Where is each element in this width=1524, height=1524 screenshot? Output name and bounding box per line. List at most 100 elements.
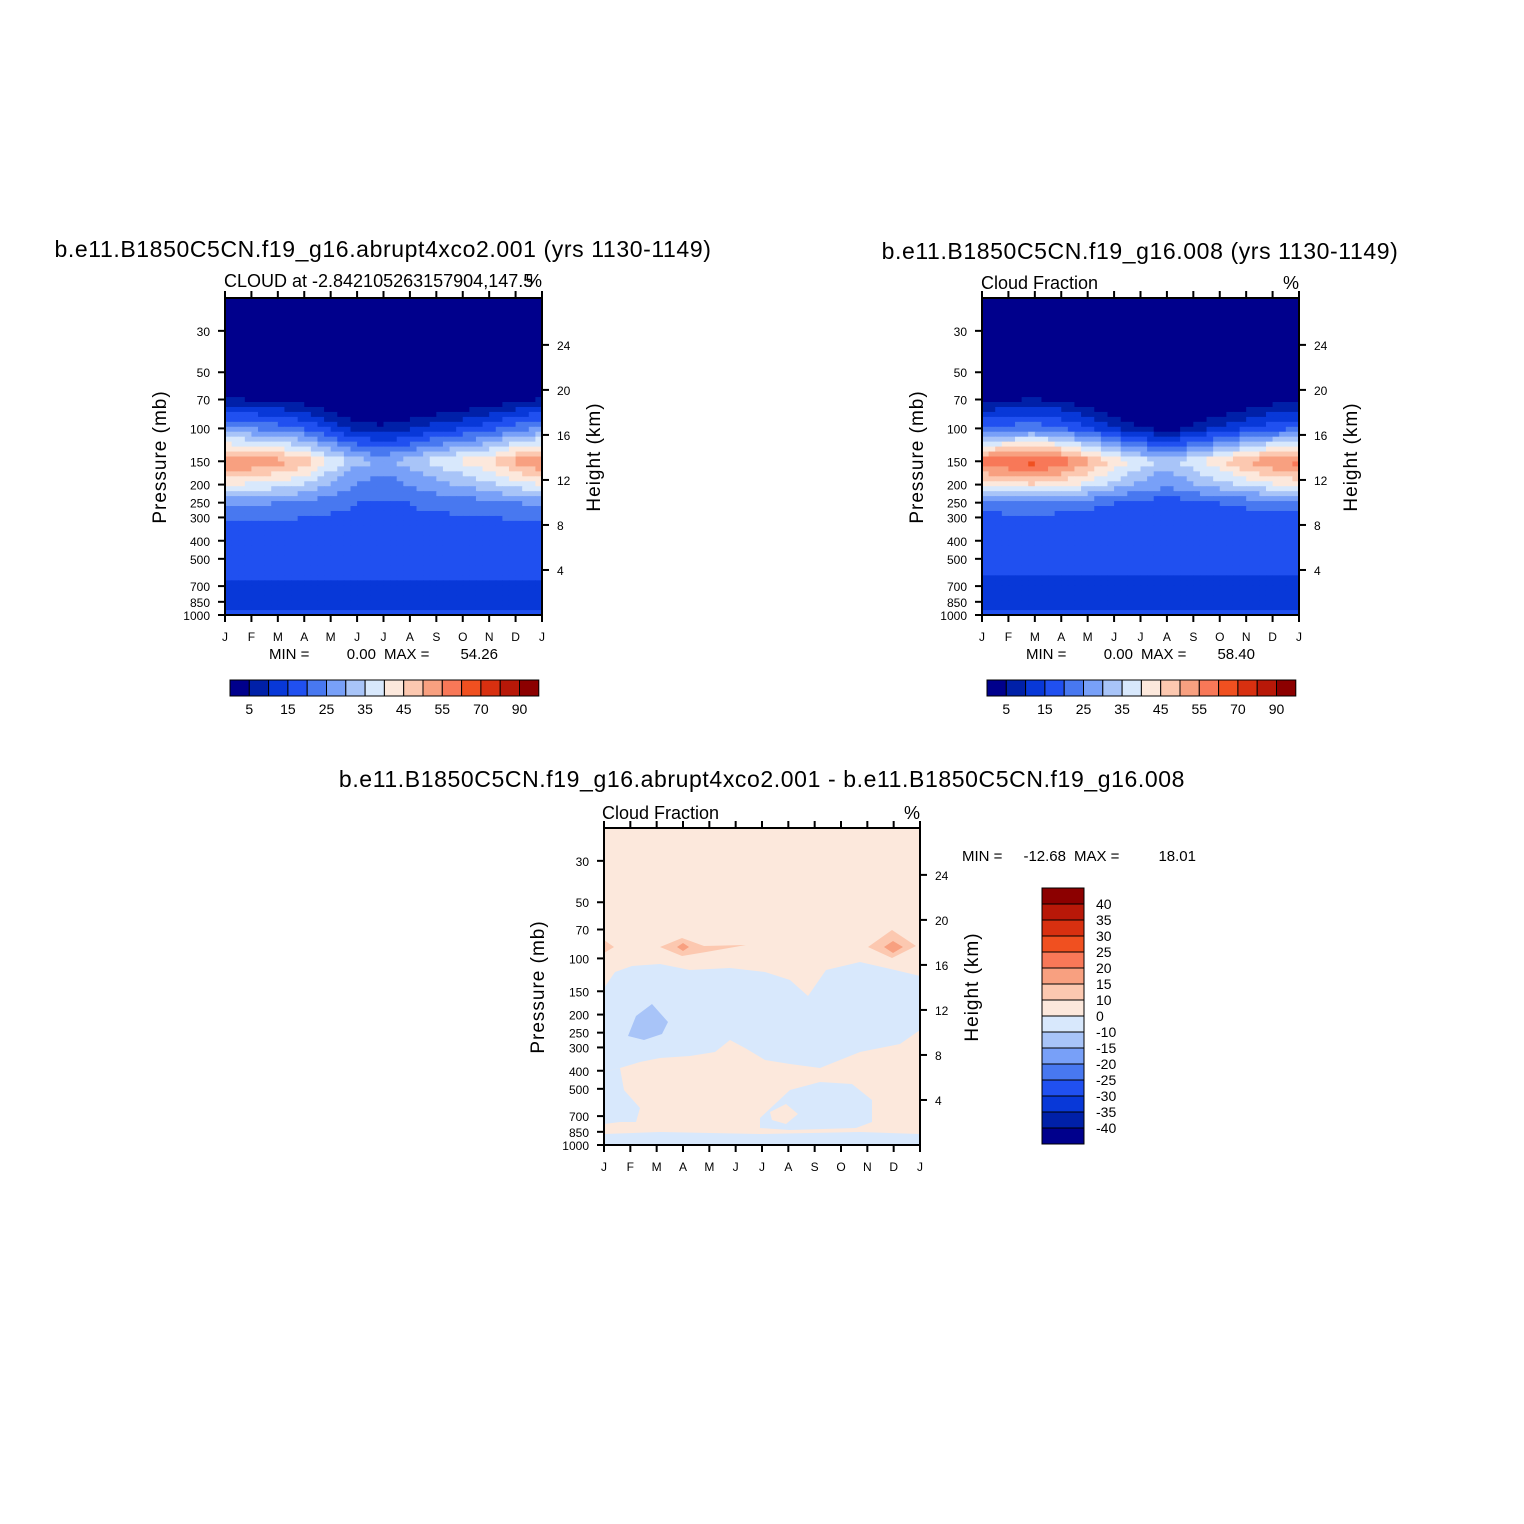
contour-cell — [1021, 436, 1029, 443]
contour-cell — [1173, 307, 1181, 314]
contour-cell — [416, 570, 424, 576]
contour-cell — [489, 436, 497, 443]
contour-cell — [251, 382, 259, 388]
contour-cell — [462, 327, 470, 334]
contour-cell — [1094, 441, 1102, 448]
contour-cell — [535, 496, 543, 502]
contour-cell — [988, 426, 996, 433]
contour-cell — [231, 367, 239, 373]
contour-cell — [1259, 332, 1267, 339]
contour-cell — [251, 575, 259, 581]
contour-cell — [271, 342, 279, 349]
contour-cell — [1021, 426, 1029, 433]
contour-cell — [1048, 471, 1056, 477]
contour-cell — [508, 555, 517, 562]
contour-cell — [304, 357, 312, 363]
contour-cell — [376, 411, 385, 418]
contour-cell — [376, 426, 385, 433]
contour-cell — [244, 302, 253, 309]
contour-cell — [1213, 362, 1221, 368]
contour-cell — [310, 535, 319, 542]
contour-cell — [1246, 426, 1254, 433]
contour-cell — [350, 471, 358, 477]
contour-cell — [244, 555, 253, 562]
contour-cell — [1232, 436, 1241, 443]
contour-cell — [1061, 362, 1069, 368]
contour-cell — [284, 332, 292, 339]
contour-cell — [277, 392, 286, 398]
contour-cell — [330, 322, 338, 329]
contour-cell — [1015, 481, 1023, 487]
contour-cell — [469, 367, 477, 373]
contour-cell — [1001, 436, 1010, 443]
contour-cell — [337, 322, 345, 329]
contour-cell — [1067, 342, 1076, 349]
contour-cell — [1034, 431, 1043, 438]
contour-cell — [357, 441, 365, 448]
contour-cell — [429, 560, 437, 567]
contour-cell — [988, 431, 996, 438]
contour-cell — [409, 545, 418, 552]
contour-cell — [238, 392, 246, 398]
contour-cell — [291, 456, 299, 463]
contour-cell — [482, 377, 490, 383]
contour-cell — [436, 545, 444, 552]
contour-cell — [231, 362, 239, 368]
contour-cell — [469, 530, 477, 537]
contour-cell — [304, 406, 312, 413]
contour-cell — [1246, 322, 1254, 329]
contour-cell — [1153, 461, 1161, 467]
contour-cell — [1107, 302, 1115, 309]
contour-cell — [535, 446, 543, 453]
contour-cell — [396, 506, 404, 512]
contour-cell — [442, 362, 451, 368]
contour-cell — [475, 605, 484, 611]
contour-cell — [1001, 307, 1010, 314]
contour-cell — [449, 421, 457, 428]
contour-cell — [475, 431, 484, 438]
contour-cell — [508, 471, 517, 477]
contour-cell — [982, 298, 990, 304]
contour-cell — [1140, 357, 1148, 363]
contour-cell — [423, 585, 431, 591]
contour-cell — [535, 426, 543, 433]
contour-cell — [1219, 347, 1227, 354]
contour-cell — [1246, 298, 1254, 304]
contour-cell — [1246, 377, 1254, 383]
contour-cell — [390, 461, 398, 467]
contour-cell — [330, 456, 338, 463]
contour-cell — [409, 347, 418, 354]
contour-cell — [1259, 357, 1267, 363]
contour-cell — [508, 550, 517, 557]
contour-cell — [1034, 481, 1043, 487]
contour-cell — [515, 406, 523, 413]
contour-cell — [350, 357, 358, 363]
contour-cell — [343, 545, 352, 552]
contour-cell — [462, 342, 470, 349]
contour-cell — [449, 570, 457, 576]
contour-cell — [1285, 461, 1293, 467]
contour-cell — [225, 327, 233, 334]
contour-cell — [370, 466, 378, 472]
colorbar-label: 90 — [512, 701, 528, 717]
contour-cell — [264, 397, 272, 403]
contour-cell — [489, 451, 497, 458]
contour-cell — [1008, 397, 1016, 403]
contour-cell — [1041, 426, 1049, 433]
contour-cell — [1252, 461, 1260, 467]
contour-cell — [1219, 471, 1227, 477]
contour-cell — [396, 411, 404, 418]
contour-cell — [231, 560, 239, 567]
contour-cell — [403, 491, 411, 497]
contour-cell — [528, 605, 536, 611]
contour-cell — [251, 387, 259, 393]
contour-cell — [317, 575, 325, 581]
contour-cell — [258, 540, 266, 547]
contour-cell — [489, 481, 497, 487]
contour-cell — [1232, 337, 1241, 344]
contour-cell — [416, 481, 424, 487]
contour-cell — [535, 550, 543, 557]
contour-cell — [277, 441, 286, 448]
contour-cell — [482, 565, 490, 572]
contour-cell — [1180, 362, 1188, 368]
